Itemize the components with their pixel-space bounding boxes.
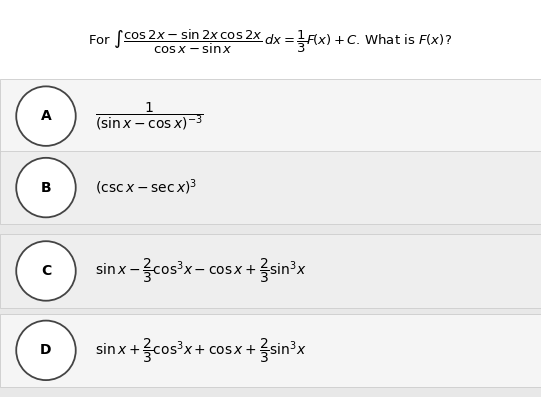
Ellipse shape xyxy=(16,87,76,146)
Ellipse shape xyxy=(16,241,76,301)
FancyBboxPatch shape xyxy=(0,79,541,153)
Text: For $\int \dfrac{\cos 2x - \sin 2x\,\cos 2x}{\cos x - \sin x}\,dx = \dfrac{1}{3}: For $\int \dfrac{\cos 2x - \sin 2x\,\cos… xyxy=(89,28,452,56)
Ellipse shape xyxy=(16,158,76,217)
Text: B: B xyxy=(41,181,51,195)
FancyBboxPatch shape xyxy=(0,0,541,83)
Text: A: A xyxy=(41,109,51,123)
FancyBboxPatch shape xyxy=(0,234,541,308)
FancyBboxPatch shape xyxy=(0,151,541,224)
Text: C: C xyxy=(41,264,51,278)
Text: $\sin x - \dfrac{2}{3}\cos^3\!x - \cos x + \dfrac{2}{3}\sin^3\!x$: $\sin x - \dfrac{2}{3}\cos^3\!x - \cos x… xyxy=(95,257,306,285)
Text: D: D xyxy=(40,343,52,357)
Ellipse shape xyxy=(16,321,76,380)
FancyBboxPatch shape xyxy=(0,314,541,387)
Text: $\left(\csc x - \sec x\right)^{3}$: $\left(\csc x - \sec x\right)^{3}$ xyxy=(95,178,197,197)
Text: $\sin x + \dfrac{2}{3}\cos^3\!x + \cos x + \dfrac{2}{3}\sin^3\!x$: $\sin x + \dfrac{2}{3}\cos^3\!x + \cos x… xyxy=(95,336,306,364)
Text: $\dfrac{1}{\left(\sin x - \cos x\right)^{-3}}$: $\dfrac{1}{\left(\sin x - \cos x\right)^… xyxy=(95,100,203,132)
